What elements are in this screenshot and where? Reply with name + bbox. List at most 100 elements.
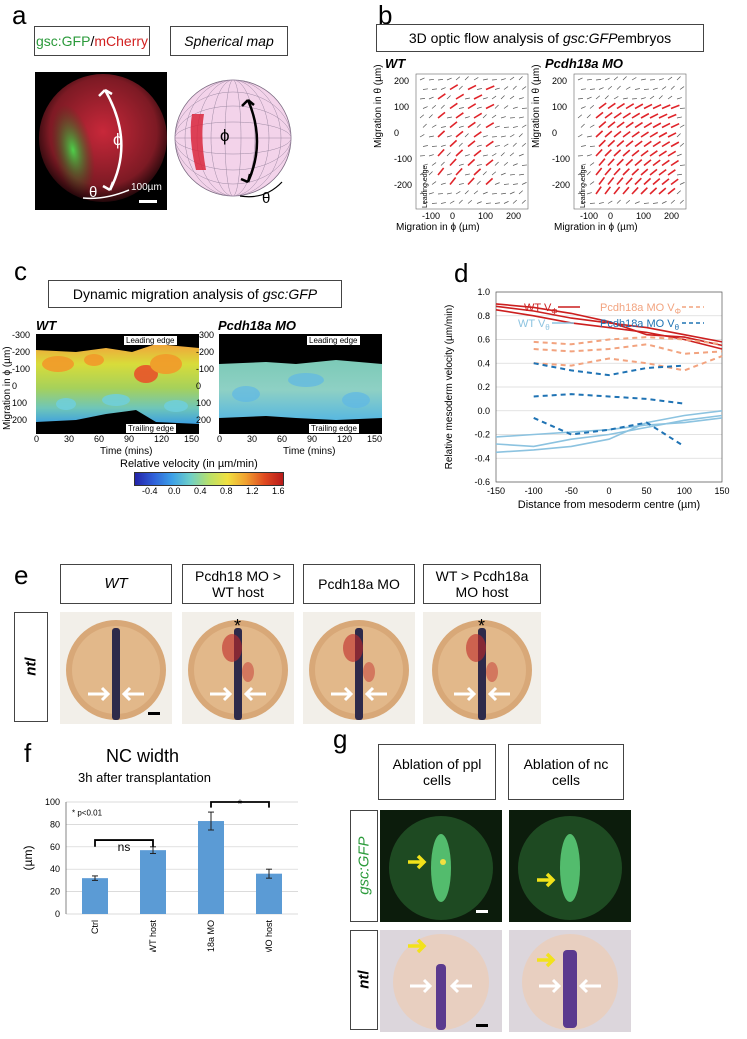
panel-b-xtick: 100 bbox=[636, 211, 652, 221]
white-arrow-left bbox=[454, 686, 477, 702]
panel-d-xlabel: Distance from mesoderm centre (µm) bbox=[518, 499, 700, 511]
flow-arrow-mesoderm bbox=[467, 103, 477, 110]
panel-d-line-chart: 1.0 0.8 0.6 0.4 0.2 0.0 -0.2 -0.4 -0.6-150 -100 -5… bbox=[444, 287, 730, 511]
colorbar-tick: 1.2 bbox=[246, 486, 259, 496]
flow-arrow bbox=[419, 114, 425, 119]
flow-arrow bbox=[604, 95, 609, 100]
flow-arrow-mesoderm bbox=[631, 112, 641, 119]
panel-g-col-nc: Ablation of nc cells bbox=[508, 744, 624, 800]
flow-arrow bbox=[580, 88, 586, 90]
flow-arrow-mesoderm bbox=[640, 131, 649, 138]
scale-bar bbox=[148, 712, 160, 715]
flow-arrow bbox=[494, 161, 499, 166]
flow-arrow bbox=[473, 190, 479, 195]
flow-arrow-mesoderm bbox=[607, 177, 615, 186]
flow-arrow-mesoderm bbox=[658, 168, 667, 176]
panel-c-leading-edge-right: Leading edge bbox=[307, 336, 360, 345]
flow-arrow-mesoderm bbox=[604, 186, 612, 195]
label-slash: / bbox=[90, 32, 95, 49]
white-arrow-right bbox=[578, 978, 601, 994]
panel-c-trailing-edge-left: Trailing edge bbox=[126, 424, 176, 433]
flow-arrow bbox=[616, 199, 621, 204]
flow-arrow-mesoderm bbox=[595, 148, 603, 157]
flow-arrow-mesoderm bbox=[649, 150, 658, 157]
panel-b-xtick: 200 bbox=[664, 211, 680, 221]
legend-mo-vphi: Pcdh18a MO VΦ bbox=[600, 302, 681, 316]
panel-f-category: Ctrl bbox=[90, 920, 100, 934]
flow-arrow-mesoderm bbox=[613, 167, 621, 176]
flow-arrow bbox=[419, 134, 425, 138]
panel-b-xlabel-left: Migration in ϕ (µm) bbox=[396, 222, 480, 233]
panel-g-col-ppl: Ablation of ppl cells bbox=[378, 744, 496, 800]
star-label: * bbox=[238, 797, 243, 811]
series-line bbox=[533, 362, 685, 377]
flow-arrow-mesoderm bbox=[622, 168, 630, 176]
flow-arrow-mesoderm bbox=[437, 93, 446, 100]
flow-arrow bbox=[428, 96, 434, 100]
panel-c-xlabel-left: Time (mins) bbox=[100, 446, 153, 457]
flow-arrow-mesoderm bbox=[670, 122, 680, 129]
flow-arrow bbox=[679, 86, 685, 90]
flow-arrow bbox=[577, 114, 583, 119]
flow-arrow bbox=[500, 172, 506, 176]
flow-arrow-mesoderm bbox=[449, 177, 457, 186]
flow-arrow bbox=[577, 134, 583, 138]
flow-arrow bbox=[503, 86, 509, 90]
flow-arrow-mesoderm bbox=[598, 102, 607, 110]
flow-arrow bbox=[437, 79, 444, 81]
flow-arrow-mesoderm bbox=[631, 186, 639, 195]
flow-arrow-mesoderm bbox=[631, 168, 640, 176]
panel-f-bar-chart: 100 80 60 40 20 0 Ctrl MO shield > WT host Pcdh1… bbox=[21, 797, 298, 952]
flow-arrow bbox=[503, 183, 510, 185]
flow-arrow bbox=[473, 77, 479, 81]
flow-arrow-mesoderm bbox=[667, 187, 676, 195]
flow-arrow bbox=[676, 116, 682, 119]
flow-arrow-mesoderm bbox=[640, 112, 650, 119]
flow-arrow bbox=[518, 190, 523, 195]
panel-c-ytick: 100 bbox=[196, 398, 212, 408]
flow-arrow bbox=[676, 153, 682, 157]
panel-e-row-ntl: ntl bbox=[14, 612, 48, 722]
flow-arrow bbox=[634, 201, 640, 204]
flow-arrow bbox=[467, 200, 473, 204]
panel-f-title: NC width bbox=[106, 746, 180, 766]
flow-arrow bbox=[586, 192, 592, 195]
label-gsc-mcherry: gsc:GFP / mCherry bbox=[34, 26, 150, 56]
colorbar-tick: -0.4 bbox=[142, 486, 158, 496]
transplanted-cells bbox=[363, 662, 375, 682]
panel-d-xtick: 100 bbox=[677, 486, 692, 496]
panel-e-col-wt: WT bbox=[60, 564, 172, 604]
scalebar-label: 100µm bbox=[131, 182, 162, 193]
panel-f-ylabel: (µm) bbox=[21, 846, 35, 871]
ntl-stain-image bbox=[509, 930, 631, 1032]
flow-arrow bbox=[625, 86, 631, 90]
flow-arrow-mesoderm bbox=[631, 131, 640, 138]
legend-wt-vtheta: WT Vθ bbox=[518, 318, 550, 332]
flow-arrow bbox=[679, 164, 686, 166]
flow-arrow-mesoderm bbox=[467, 158, 476, 167]
panel-b-ytick: -100 bbox=[394, 154, 413, 164]
flow-arrow bbox=[589, 105, 595, 109]
flow-arrow bbox=[676, 133, 681, 138]
panel-c-ytick: 200 bbox=[196, 415, 212, 425]
flow-arrow-mesoderm bbox=[616, 177, 624, 186]
flow-arrow bbox=[428, 135, 434, 138]
flow-arrow-mesoderm bbox=[622, 130, 631, 138]
flow-arrow bbox=[440, 202, 446, 204]
flow-arrow-mesoderm bbox=[643, 140, 652, 148]
flow-arrow bbox=[577, 98, 584, 100]
flow-arrow bbox=[482, 114, 487, 119]
flow-arrow-mesoderm bbox=[449, 102, 458, 110]
flow-arrow bbox=[589, 124, 595, 128]
flow-arrow bbox=[509, 95, 515, 100]
flow-arrow-mesoderm bbox=[607, 139, 616, 148]
flow-arrow bbox=[652, 87, 658, 90]
flow-arrow bbox=[676, 190, 681, 195]
flow-arrow bbox=[458, 85, 463, 90]
flow-arrow bbox=[521, 164, 528, 166]
phi-label-map: ϕ bbox=[220, 126, 230, 145]
flow-arrow bbox=[494, 104, 499, 109]
yellow-arrow bbox=[537, 872, 556, 888]
flow-arrow-mesoderm bbox=[485, 159, 494, 167]
panel-d-xtick: 150 bbox=[714, 486, 729, 496]
